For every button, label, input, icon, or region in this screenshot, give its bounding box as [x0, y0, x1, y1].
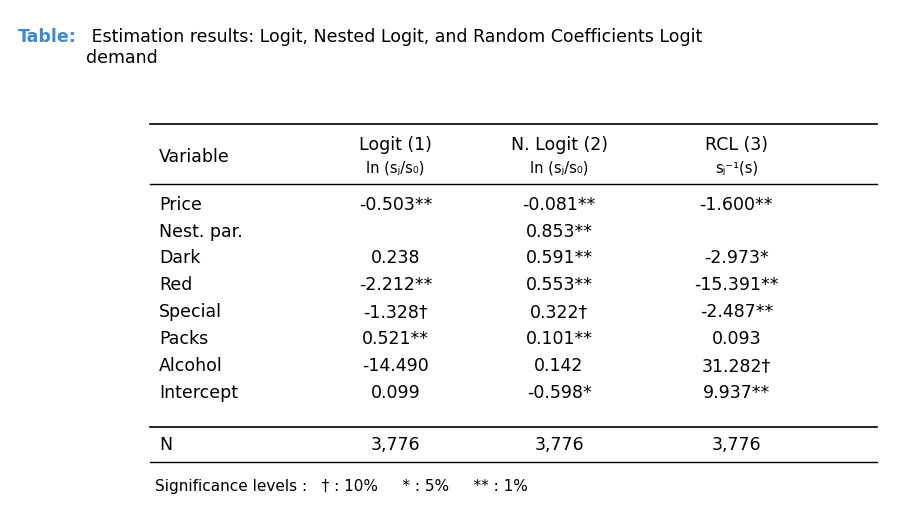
Text: ln (sⱼ/s₀): ln (sⱼ/s₀) — [530, 161, 588, 176]
Text: -14.490: -14.490 — [362, 357, 429, 375]
Text: RCL (3): RCL (3) — [704, 136, 768, 154]
Text: 0.142: 0.142 — [534, 357, 584, 375]
Text: -0.503**: -0.503** — [359, 196, 432, 213]
Text: N. Logit (2): N. Logit (2) — [511, 136, 607, 154]
Text: -1.600**: -1.600** — [700, 196, 773, 213]
Text: ln (sⱼ/s₀): ln (sⱼ/s₀) — [366, 161, 425, 176]
Text: Alcohol: Alcohol — [159, 357, 223, 375]
Text: 0.521**: 0.521** — [362, 330, 429, 348]
Text: Nest. par.: Nest. par. — [159, 223, 243, 240]
Text: N: N — [159, 437, 172, 454]
Text: Red: Red — [159, 277, 193, 294]
Text: 0.591**: 0.591** — [525, 250, 593, 267]
Text: sⱼ⁻¹(s): sⱼ⁻¹(s) — [714, 161, 758, 176]
Text: Logit (1): Logit (1) — [359, 136, 432, 154]
Text: 3,776: 3,776 — [371, 437, 420, 454]
Text: 0.101**: 0.101** — [525, 330, 593, 348]
Text: Price: Price — [159, 196, 202, 213]
Text: 3,776: 3,776 — [712, 437, 761, 454]
Text: 3,776: 3,776 — [534, 437, 584, 454]
Text: Significance levels :   † : 10%     * : 5%     ** : 1%: Significance levels : † : 10% * : 5% ** … — [155, 480, 527, 494]
Text: -0.081**: -0.081** — [523, 196, 595, 213]
Text: -1.328†: -1.328† — [363, 304, 428, 321]
Text: 0.322†: 0.322† — [530, 304, 588, 321]
Text: 0.093: 0.093 — [712, 330, 761, 348]
Text: Packs: Packs — [159, 330, 208, 348]
Text: 9.937**: 9.937** — [703, 384, 770, 402]
Text: Variable: Variable — [159, 148, 230, 166]
Text: Dark: Dark — [159, 250, 201, 267]
Text: Estimation results: Logit, Nested Logit, and Random Coefficients Logit
demand: Estimation results: Logit, Nested Logit,… — [86, 28, 703, 67]
Text: Table:: Table: — [18, 28, 77, 47]
Text: 0.099: 0.099 — [371, 384, 420, 402]
Text: 0.238: 0.238 — [371, 250, 420, 267]
Text: 31.282†: 31.282† — [702, 357, 771, 375]
Text: -2.212**: -2.212** — [359, 277, 432, 294]
Text: 0.853**: 0.853** — [525, 223, 593, 240]
Text: -0.598*: -0.598* — [526, 384, 592, 402]
Text: -2.973*: -2.973* — [704, 250, 769, 267]
Text: 0.553**: 0.553** — [525, 277, 593, 294]
Text: -2.487**: -2.487** — [700, 304, 773, 321]
Text: Intercept: Intercept — [159, 384, 238, 402]
Text: -15.391**: -15.391** — [694, 277, 778, 294]
Text: Special: Special — [159, 304, 222, 321]
